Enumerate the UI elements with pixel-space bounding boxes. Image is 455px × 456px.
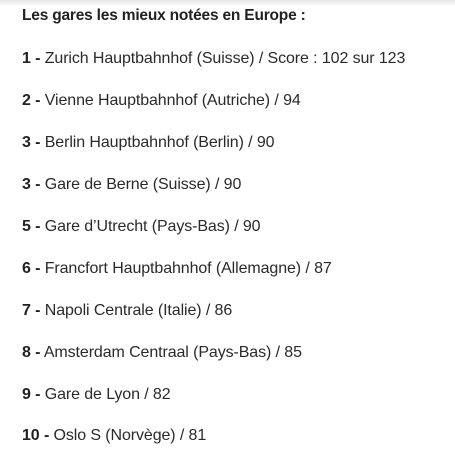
ranking-number: 2 - — [22, 92, 41, 109]
ranking-item: 2 - Vienne Hauptbahnhof (Autriche) / 94 — [22, 92, 301, 110]
ranking-text: Francfort Hauptbahnhof (Allemagne) / 87 — [44, 260, 332, 277]
ranking-text: Gare d’Utrecht (Pays-Bas) / 90 — [44, 218, 261, 235]
ranking-text: Napoli Centrale (Italie) / 86 — [44, 302, 233, 319]
ranking-item: 10 - Oslo S (Norvège) / 81 — [22, 427, 206, 445]
ranking-text: Vienne Hauptbahnhof (Autriche) / 94 — [44, 92, 301, 109]
ranking-number: 6 - — [22, 260, 41, 277]
ranking-number: 1 - — [22, 50, 41, 67]
ranking-text: Amsterdam Centraal (Pays-Bas) / 85 — [43, 344, 302, 361]
ranking-item: 3 - Gare de Berne (Suisse) / 90 — [22, 176, 241, 194]
ranking-number: 3 - — [22, 176, 41, 193]
ranking-number: 5 - — [22, 218, 41, 235]
ranking-item: 9 - Gare de Lyon / 82 — [22, 386, 171, 404]
ranking-text: Gare de Lyon / 82 — [44, 386, 171, 403]
ranking-text: Zurich Hauptbahnhof (Suisse) / Score : 1… — [44, 50, 406, 67]
ranking-text: Berlin Hauptbahnhof (Berlin) / 90 — [44, 134, 275, 151]
ranking-number: 7 - — [22, 302, 41, 319]
ranking-number: 3 - — [22, 134, 41, 151]
top-shadow — [0, 0, 455, 6]
ranking-text: Oslo S (Norvège) / 81 — [53, 427, 207, 444]
ranking-heading: Les gares les mieux notées en Europe : — [22, 7, 306, 24]
ranking-number: 8 - — [22, 344, 41, 361]
ranking-text: Gare de Berne (Suisse) / 90 — [44, 176, 242, 193]
ranking-number: 9 - — [22, 386, 41, 403]
ranking-item: 3 - Berlin Hauptbahnhof (Berlin) / 90 — [22, 134, 275, 152]
ranking-item: 8 - Amsterdam Centraal (Pays-Bas) / 85 — [22, 344, 302, 362]
ranking-number: 10 - — [22, 427, 50, 444]
ranking-item: 5 - Gare d’Utrecht (Pays-Bas) / 90 — [22, 218, 261, 236]
ranking-item: 6 - Francfort Hauptbahnhof (Allemagne) /… — [22, 260, 332, 278]
ranking-item: 7 - Napoli Centrale (Italie) / 86 — [22, 302, 232, 320]
ranking-item: 1 - Zurich Hauptbahnhof (Suisse) / Score… — [22, 50, 405, 68]
